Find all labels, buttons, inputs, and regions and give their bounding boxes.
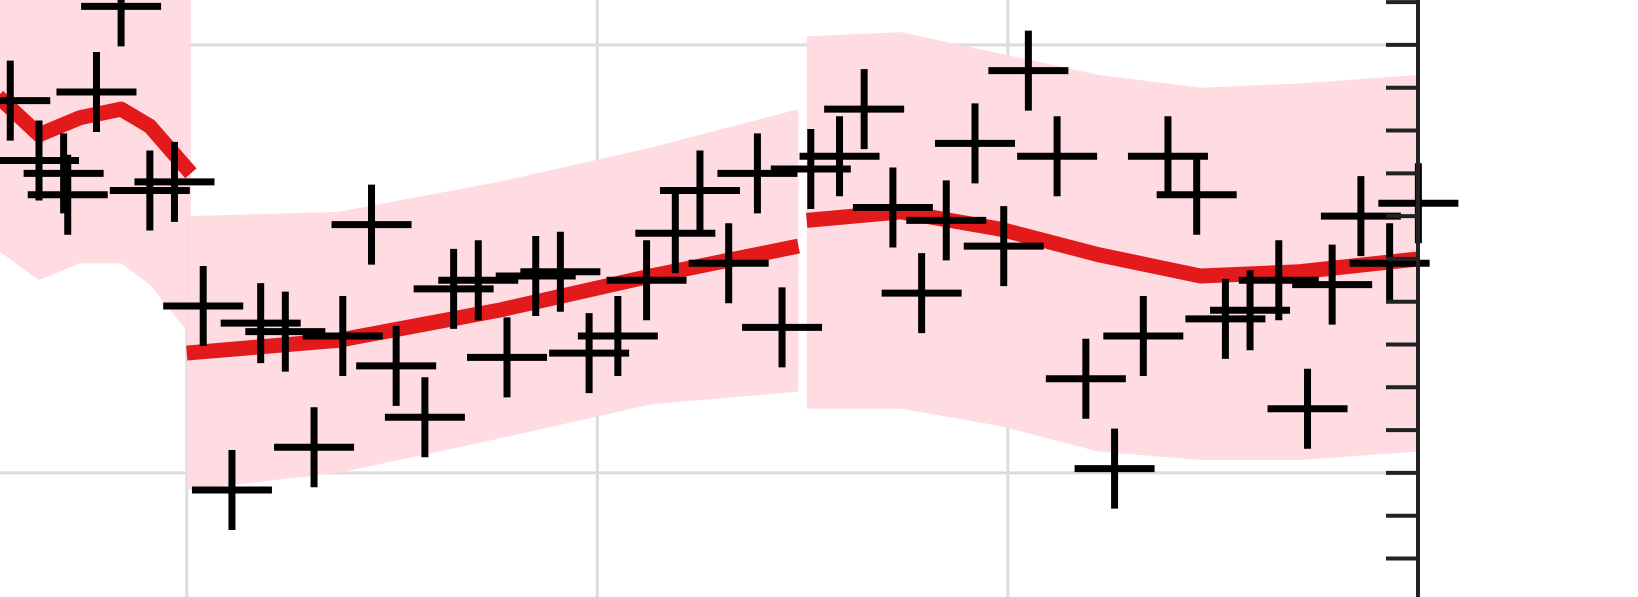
- data-point: [659, 150, 740, 231]
- data-point: [1103, 295, 1184, 376]
- data-point: [688, 223, 769, 304]
- mean-line: [806, 204, 1420, 284]
- data-point: [384, 377, 465, 458]
- data-point: [0, 60, 51, 141]
- data-point: [881, 253, 962, 334]
- data-point: [963, 206, 1044, 287]
- data-point: [635, 193, 716, 274]
- confidence-band: [186, 109, 799, 491]
- data-point: [467, 317, 547, 398]
- data-point: [134, 141, 215, 222]
- confidence-band: [806, 32, 1419, 461]
- data-point: [23, 133, 104, 214]
- data-point: [1074, 428, 1155, 509]
- data-point: [606, 240, 687, 321]
- data-point: [245, 291, 326, 372]
- data-point: [742, 287, 823, 368]
- data-point: [191, 450, 272, 531]
- mean-line: [0, 90, 197, 179]
- data-point: [935, 103, 1015, 184]
- data-point: [799, 116, 880, 197]
- data-point: [520, 231, 601, 312]
- data-point: [163, 265, 244, 346]
- data-point: [356, 325, 437, 406]
- data-point: [274, 407, 355, 488]
- data-point: [1292, 244, 1373, 325]
- data-point: [1238, 240, 1319, 321]
- data-point: [438, 240, 519, 321]
- confidence-band: [0, 0, 191, 336]
- data-point: [906, 180, 987, 261]
- data-point: [577, 295, 658, 376]
- data-point: [1156, 154, 1237, 235]
- data-point: [1267, 368, 1348, 449]
- data-point: [824, 69, 905, 150]
- data-point: [331, 184, 412, 265]
- data-point: [852, 167, 933, 248]
- data-point: [717, 133, 798, 214]
- data-point: [988, 30, 1069, 111]
- data-point: [56, 52, 137, 133]
- data-point: [1045, 338, 1126, 419]
- data-point: [27, 154, 108, 235]
- data-point: [81, 0, 162, 47]
- data-point: [302, 295, 383, 376]
- data-point: [1017, 116, 1098, 197]
